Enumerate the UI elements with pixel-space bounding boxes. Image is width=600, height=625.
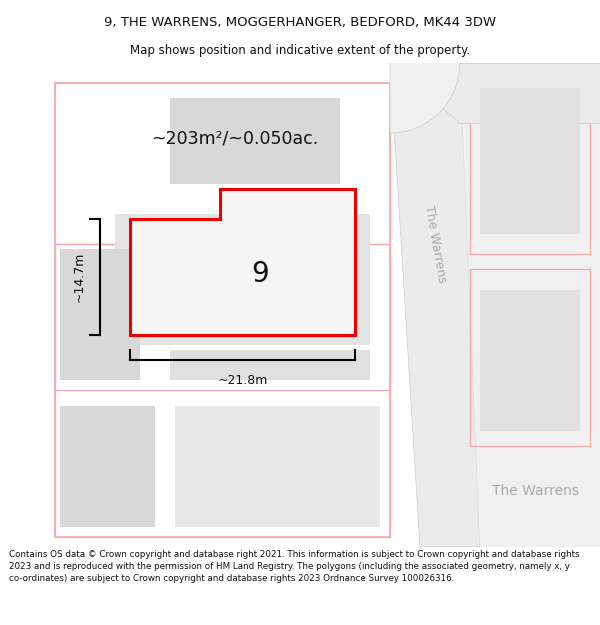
Polygon shape (130, 189, 355, 335)
Polygon shape (60, 249, 140, 381)
Polygon shape (60, 406, 155, 527)
Polygon shape (115, 214, 370, 345)
Text: ~21.8m: ~21.8m (217, 374, 268, 388)
Text: 9: 9 (251, 261, 269, 288)
Text: The Warrens: The Warrens (422, 204, 448, 284)
Polygon shape (480, 289, 580, 431)
Text: The Warrens: The Warrens (491, 484, 578, 498)
Polygon shape (175, 406, 380, 527)
Polygon shape (480, 88, 580, 234)
Text: Contains OS data © Crown copyright and database right 2021. This information is : Contains OS data © Crown copyright and d… (9, 550, 580, 582)
Text: ~14.7m: ~14.7m (73, 252, 86, 302)
Text: 9, THE WARRENS, MOGGERHANGER, BEDFORD, MK44 3DW: 9, THE WARRENS, MOGGERHANGER, BEDFORD, M… (104, 16, 496, 29)
Text: Map shows position and indicative extent of the property.: Map shows position and indicative extent… (130, 44, 470, 57)
Polygon shape (390, 62, 480, 547)
Text: ~203m²/~0.050ac.: ~203m²/~0.050ac. (151, 129, 319, 147)
Polygon shape (390, 62, 600, 123)
Polygon shape (170, 98, 340, 184)
Polygon shape (170, 350, 370, 381)
Polygon shape (460, 62, 600, 547)
Wedge shape (390, 62, 460, 133)
